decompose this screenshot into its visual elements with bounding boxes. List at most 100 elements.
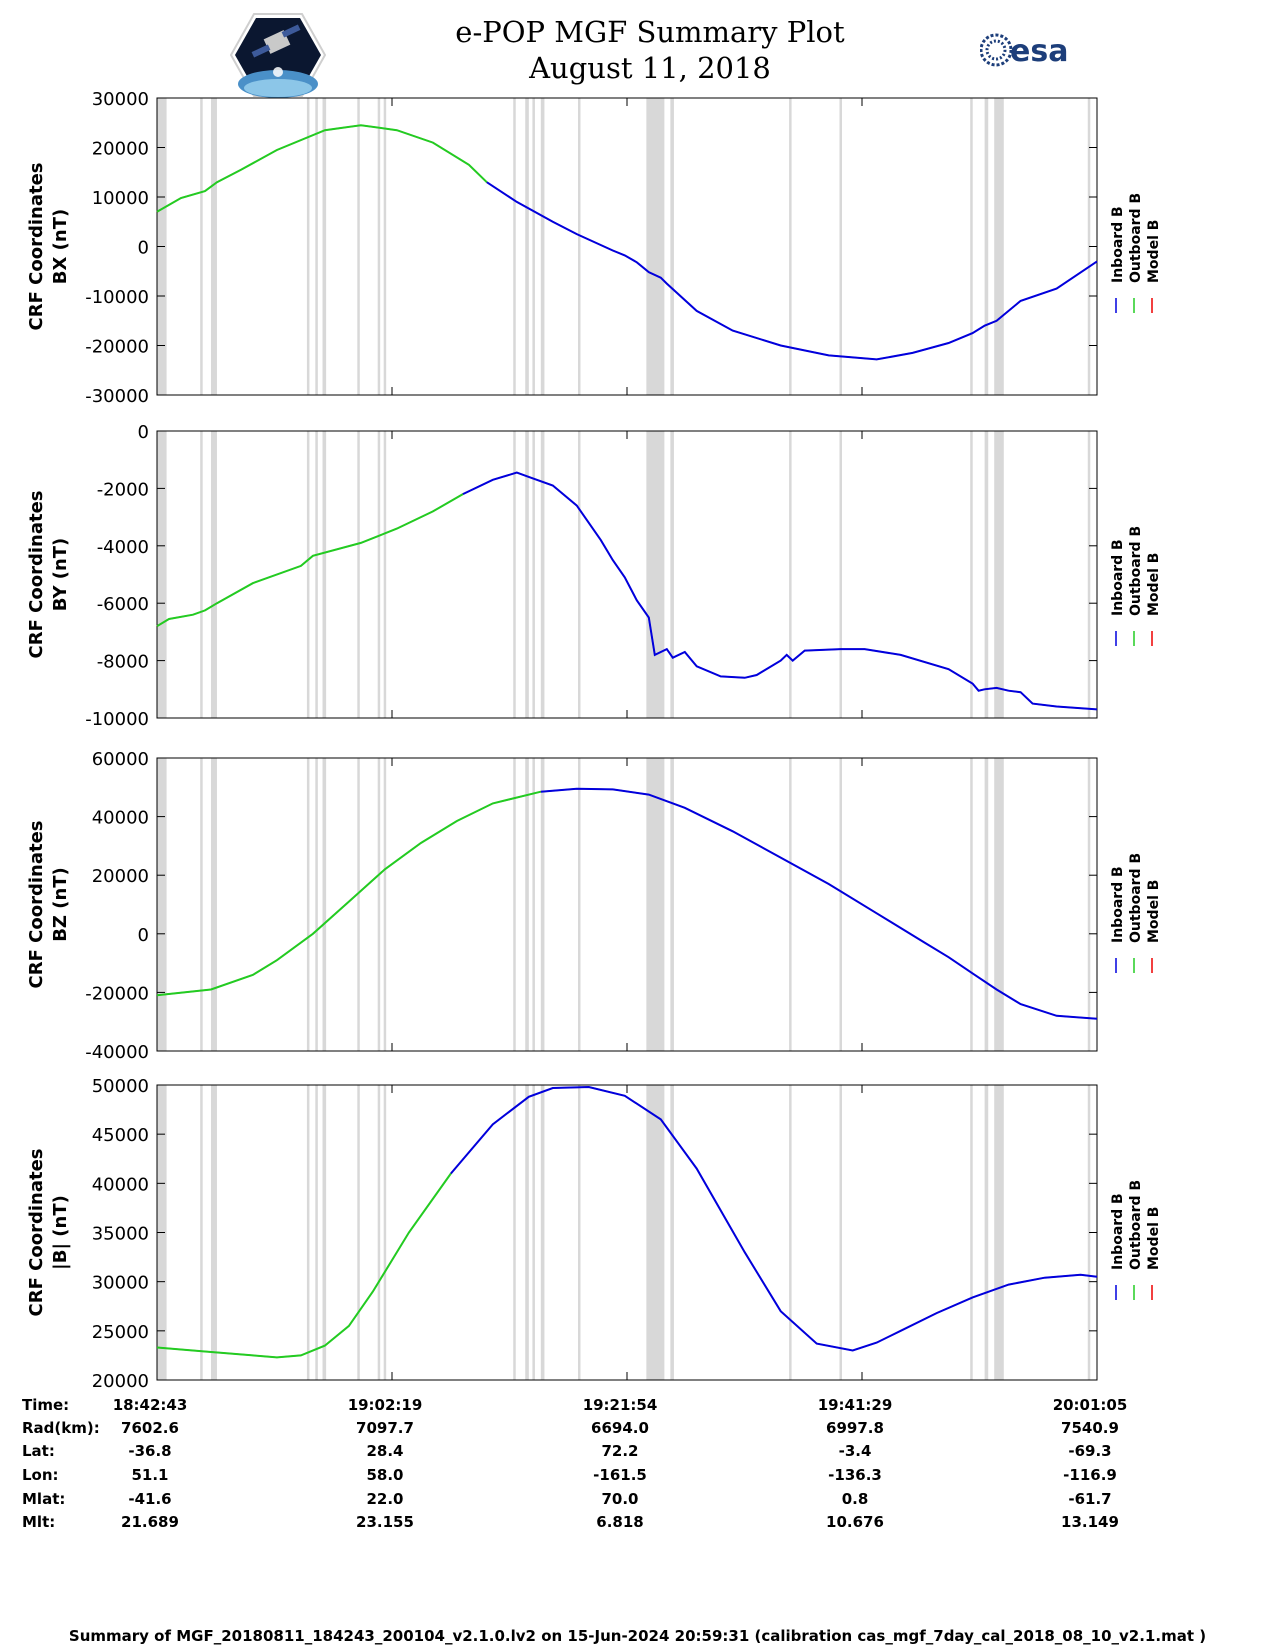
y-tick-label: -2000 [97,479,149,500]
y-tick-label: -20000 [85,983,149,1004]
inboard-b-line [540,787,1098,1020]
plot-frame [156,757,1098,1052]
inboard-b-line [462,471,1098,711]
plot-title-line2: August 11, 2018 [529,51,771,85]
legend-label-2: Model B [1146,1207,1162,1270]
y-axis-label-line1: CRF Coordinates [26,163,47,331]
data-gap-band [970,1085,973,1380]
y-tick-label: 35000 [92,1224,149,1245]
data-gap-band [357,98,360,395]
data-gap-band [306,431,310,718]
plot-frame [156,1084,1098,1381]
y-axis-label-line1: CRF Coordinates [26,491,47,659]
data-gap-band [532,98,535,395]
data-gap-band [157,758,167,1051]
data-gap-band [383,431,387,718]
y-tick-label: 30000 [92,1273,149,1294]
data-gap-band [578,431,581,718]
inboard-b-line [450,1085,1098,1352]
y-axis-label-line1: CRF Coordinates [26,821,47,989]
legend-label-1: Outboard B [1128,853,1144,943]
data-gap-band [210,431,217,718]
data-gap-band [525,758,529,1051]
plot-frame [156,430,1098,719]
y-axis-label-line2: BZ (nT) [50,867,71,942]
y-tick-label: 25000 [92,1322,149,1343]
data-gap-band [578,1085,581,1380]
data-gap-band [670,758,674,1051]
legend-label-2: Model B [1146,553,1162,616]
data-gap-band [670,1085,674,1380]
data-gap-band [646,758,665,1051]
data-gap-band [994,98,1004,395]
data-gap-band [377,1085,381,1380]
data-gap-band [578,98,581,395]
legend-label-2: Model B [1146,220,1162,283]
legend-label-0: Inboard B [1110,206,1126,283]
data-gap-band [306,98,310,395]
data-gap-band [200,98,203,395]
data-gap-band [540,1085,545,1380]
data-gap-band [306,1085,310,1380]
y-tick-label: -40000 [85,1042,149,1063]
data-gap-band [789,98,792,395]
data-gap-band [1087,758,1091,1051]
outboard-b-line [156,124,488,213]
data-gap-band [513,431,516,718]
cassiope-logo [230,13,326,98]
data-gap-band [383,98,387,395]
outboard-b-line [156,1172,452,1359]
data-gap-band [377,758,381,1051]
data-gap-band [839,431,842,718]
data-gap-band [646,98,665,395]
data-gap-band [210,1085,217,1380]
data-gap-band [315,98,318,395]
y-tick-label: 40000 [92,1174,149,1195]
data-gap-band [1087,431,1091,718]
y-tick-label: -6000 [97,594,149,615]
plot-title-line1: e-POP MGF Summary Plot [455,15,845,49]
y-tick-label: 60000 [92,749,149,770]
data-gap-band [839,1085,842,1380]
y-tick-label: 20000 [92,866,149,887]
y-tick-label: 40000 [92,808,149,829]
data-gap-band [670,98,674,395]
data-gap-band [157,431,167,718]
data-gap-band [540,758,545,1051]
y-tick-label: -4000 [97,537,149,558]
y-tick-label: 20000 [92,1371,149,1392]
data-gap-band [532,758,535,1051]
data-gap-band [789,1085,792,1380]
data-gap-band [984,98,989,395]
data-gap-band [377,431,381,718]
y-tick-label: -10000 [85,287,149,308]
data-gap-band [525,431,529,718]
data-gap-band [322,1085,327,1380]
y-tick-label: 20000 [92,139,149,160]
legend-label-1: Outboard B [1128,1180,1144,1270]
data-gap-band [210,758,217,1051]
data-gap-band [315,758,318,1051]
data-gap-band [532,1085,535,1380]
data-gap-band [513,1085,516,1380]
y-tick-label: 10000 [92,188,149,209]
y-tick-label: 0 [138,238,149,259]
data-gap-band [322,98,327,395]
data-gap-band [322,758,327,1051]
data-gap-band [994,758,1004,1051]
model-b-line [156,124,1098,361]
y-tick-label: -30000 [85,386,149,407]
data-gap-band [839,758,842,1051]
data-gap-band [532,431,535,718]
data-gap-band [670,431,674,718]
data-gap-band [315,431,318,718]
legend-label-0: Inboard B [1110,539,1126,616]
data-gap-band [984,431,989,718]
legend: Inboard B Outboard B Model B [1110,526,1162,646]
data-gap-band [525,98,529,395]
data-gap-band [315,1085,318,1380]
legend-label-1: Outboard B [1128,193,1144,283]
y-tick-label: 0 [138,422,149,443]
y-axis-label-line2: BY (nT) [50,538,71,612]
y-axis-label-line2: BX (nT) [50,209,71,284]
